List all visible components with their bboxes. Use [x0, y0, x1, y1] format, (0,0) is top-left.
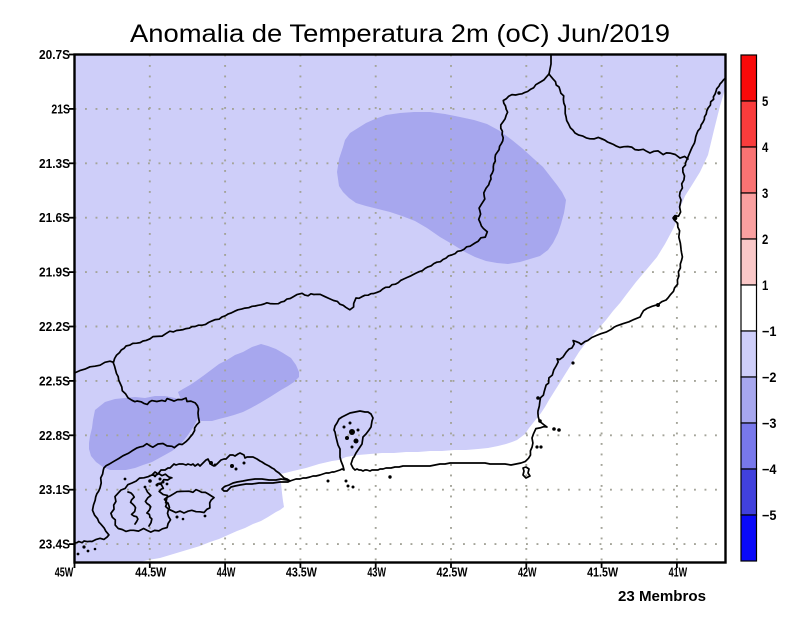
svg-text:−1: −1 — [762, 324, 777, 339]
svg-text:−4: −4 — [762, 462, 777, 477]
svg-text:Anomalia de Temperatura 2m (oC: Anomalia de Temperatura 2m (oC) Jun/2019 — [130, 20, 670, 48]
svg-text:20.7S: 20.7S — [39, 48, 70, 62]
svg-text:23.4S: 23.4S — [39, 538, 70, 552]
svg-text:22.2S: 22.2S — [39, 320, 70, 334]
svg-text:44W: 44W — [217, 566, 236, 580]
svg-text:21.9S: 21.9S — [39, 266, 70, 280]
svg-text:21S: 21S — [51, 102, 70, 116]
svg-text:−2: −2 — [762, 370, 777, 385]
svg-text:3: 3 — [762, 186, 769, 201]
svg-text:45W: 45W — [55, 566, 74, 580]
svg-text:42.5W: 42.5W — [437, 566, 468, 580]
svg-text:41.5W: 41.5W — [587, 566, 618, 580]
svg-text:43.5W: 43.5W — [286, 566, 317, 580]
svg-text:1: 1 — [762, 278, 769, 293]
svg-text:21.6S: 21.6S — [39, 211, 70, 225]
svg-text:4: 4 — [762, 140, 769, 155]
svg-text:43W: 43W — [367, 566, 386, 580]
svg-text:41W: 41W — [669, 566, 688, 580]
svg-text:42W: 42W — [518, 566, 537, 580]
svg-text:23 Membros: 23 Membros — [618, 588, 706, 605]
svg-text:44.5W: 44.5W — [135, 566, 166, 580]
svg-text:23.1S: 23.1S — [39, 483, 70, 497]
svg-text:22.8S: 22.8S — [39, 429, 70, 443]
svg-text:22.5S: 22.5S — [39, 374, 70, 388]
svg-text:21.3S: 21.3S — [39, 157, 70, 171]
svg-text:−5: −5 — [762, 508, 777, 523]
svg-text:2: 2 — [762, 232, 768, 247]
svg-text:−3: −3 — [762, 416, 777, 431]
svg-text:5: 5 — [762, 94, 769, 109]
